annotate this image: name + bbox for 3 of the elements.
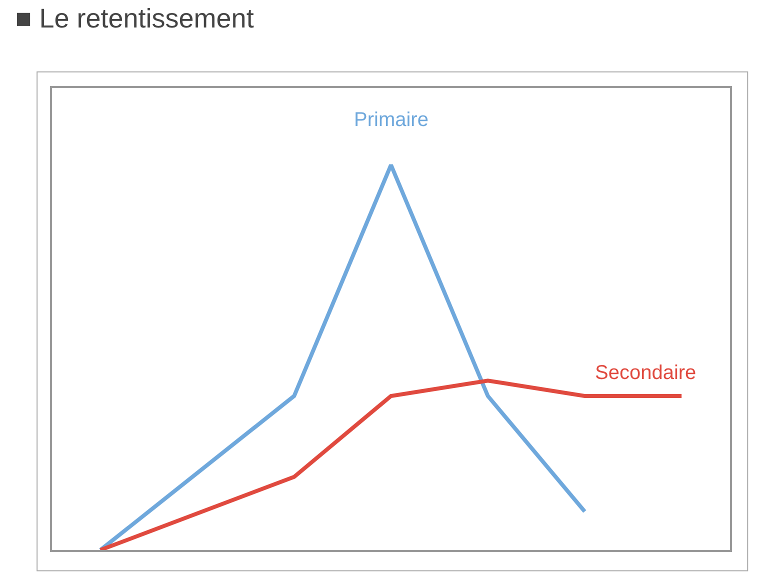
text: Primaire: [354, 109, 428, 131]
chart-title: ■ Le retentissement: [15, 4, 254, 34]
series-label: Secondaire: [595, 362, 696, 384]
